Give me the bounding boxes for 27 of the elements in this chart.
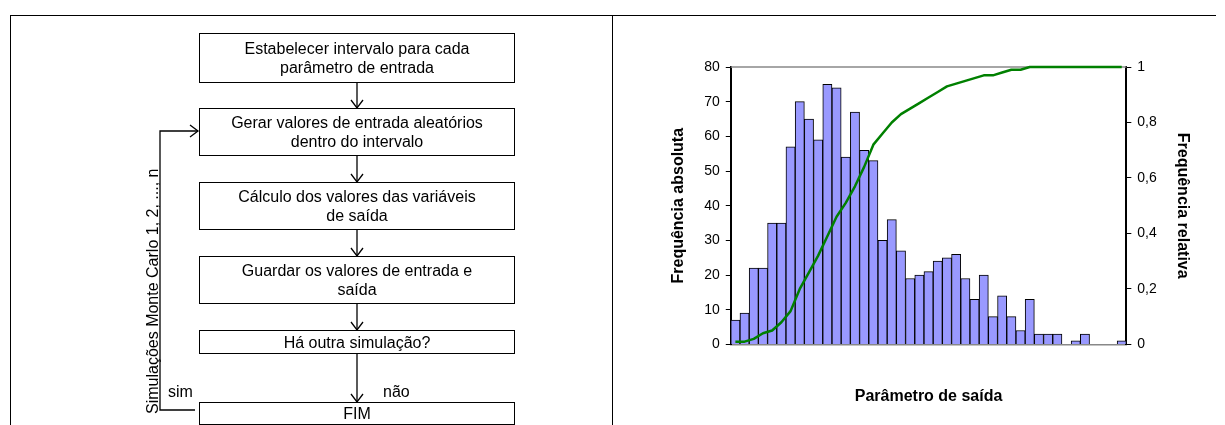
y2-tick-label: 0,6: [1137, 168, 1158, 185]
y-tick-label: 10: [704, 300, 720, 317]
y-tick-label: 70: [704, 92, 720, 109]
y-axis-title: Frequência absoluta: [669, 127, 687, 284]
text: Simulações Monte Carlo 1, 2, ..., n: [144, 168, 161, 414]
y2-axis-title: Frequência relativa: [1174, 132, 1192, 279]
y-tick-label: 60: [704, 127, 720, 144]
y-tick-label: 50: [704, 161, 720, 178]
y-tick-label: 30: [704, 231, 720, 248]
y2-tick-label: 0,2: [1137, 279, 1158, 296]
y-tick-label: 0: [711, 335, 720, 352]
y2-tick-label: 0: [1137, 335, 1146, 352]
text: não: [383, 383, 410, 401]
x-axis-title: Parâmetro de saída: [854, 386, 1003, 404]
text: Há outra simulação?: [199, 330, 515, 354]
y-tick-label: 80: [704, 57, 720, 74]
text: Cálculo dos valores das variáveis de saída: [199, 182, 515, 230]
y2-tick-label: 0,8: [1137, 113, 1158, 130]
text: Gerar valores de entrada aleatórios dentro do intervalo: [199, 108, 515, 156]
y-tick-label: 20: [704, 265, 720, 282]
text: FIM: [199, 402, 515, 425]
y-tick-label: 40: [704, 196, 720, 213]
text: sim: [168, 383, 193, 401]
text: Estabelecer intervalo para cada parâmetro de entrada: [199, 33, 515, 83]
text: Guardar os valores de entrada e saída: [199, 256, 515, 304]
y2-tick-label: 0,4: [1137, 224, 1158, 241]
y2-tick-label: 1: [1137, 57, 1146, 74]
